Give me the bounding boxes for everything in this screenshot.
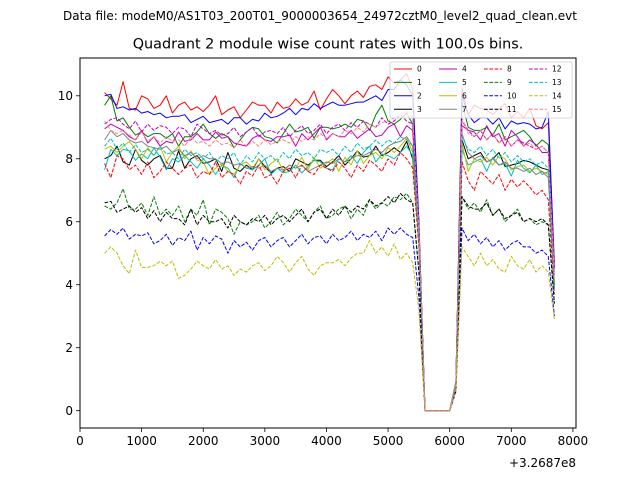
legend-label-11: 11 xyxy=(507,105,517,114)
x-tick-label: 7000 xyxy=(496,434,527,448)
x-tick-label: 0 xyxy=(76,434,84,448)
x-tick-label: 4000 xyxy=(311,434,342,448)
x-axis: 0 1000 2000 3000 4000 5000 6000 7000 8000 xyxy=(76,428,588,448)
x-offset-label: +3.2687e8 xyxy=(509,456,576,470)
y-tick-label: 10 xyxy=(58,89,73,103)
series-line-15 xyxy=(104,111,555,412)
legend-label-9: 9 xyxy=(507,78,512,87)
legend-label-15: 15 xyxy=(552,105,562,114)
series-line-14 xyxy=(104,240,555,412)
series-line-7 xyxy=(104,129,555,412)
legend-label-10: 10 xyxy=(507,91,517,100)
series-line-3 xyxy=(104,139,555,412)
x-tick-label: 3000 xyxy=(250,434,281,448)
legend-label-5: 5 xyxy=(462,78,467,87)
x-tick-label: 5000 xyxy=(373,434,404,448)
y-tick-label: 6 xyxy=(65,215,73,229)
legend-label-1: 1 xyxy=(417,78,422,87)
plot-area: 0 1000 2000 3000 4000 5000 6000 7000 8000 0 2 4 6 8 1… xyxy=(58,57,588,470)
y-tick-label: 4 xyxy=(65,278,73,292)
series-line-10 xyxy=(104,227,555,412)
legend-label-8: 8 xyxy=(507,65,512,74)
series-line-5 xyxy=(104,145,555,412)
legend-label-14: 14 xyxy=(552,91,562,100)
x-tick-label: 2000 xyxy=(188,434,219,448)
series-line-2 xyxy=(104,79,555,412)
x-tick-label: 8000 xyxy=(558,434,589,448)
series-layer xyxy=(104,73,555,412)
y-tick-label: 2 xyxy=(65,341,73,355)
y-tick-label: 8 xyxy=(65,152,73,166)
legend-label-7: 7 xyxy=(462,105,467,114)
data-file-caption: Data file: modeM0/AS1T03_200T01_90000036… xyxy=(63,9,577,23)
series-line-9 xyxy=(104,188,555,412)
x-tick-label: 6000 xyxy=(434,434,465,448)
series-line-1 xyxy=(104,95,555,412)
chart-title: Quadrant 2 module wise count rates with … xyxy=(133,37,524,53)
axes-frame xyxy=(79,57,577,429)
legend-label-4: 4 xyxy=(462,65,467,74)
legend-label-13: 13 xyxy=(552,78,562,87)
legend-label-0: 0 xyxy=(417,65,422,74)
series-line-13 xyxy=(104,136,555,412)
y-axis: 0 2 4 6 8 10 xyxy=(58,89,80,418)
legend-frame xyxy=(389,61,573,119)
x-tick-label: 1000 xyxy=(126,434,157,448)
legend-label-12: 12 xyxy=(552,65,562,74)
series-line-8 xyxy=(104,152,555,412)
series-line-11 xyxy=(104,192,555,412)
y-tick-label: 0 xyxy=(65,404,73,418)
series-line-4 xyxy=(104,123,555,412)
series-line-6 xyxy=(104,137,555,412)
legend-label-6: 6 xyxy=(462,91,467,100)
legend-label-2: 2 xyxy=(417,91,422,100)
legend-label-3: 3 xyxy=(417,105,422,114)
